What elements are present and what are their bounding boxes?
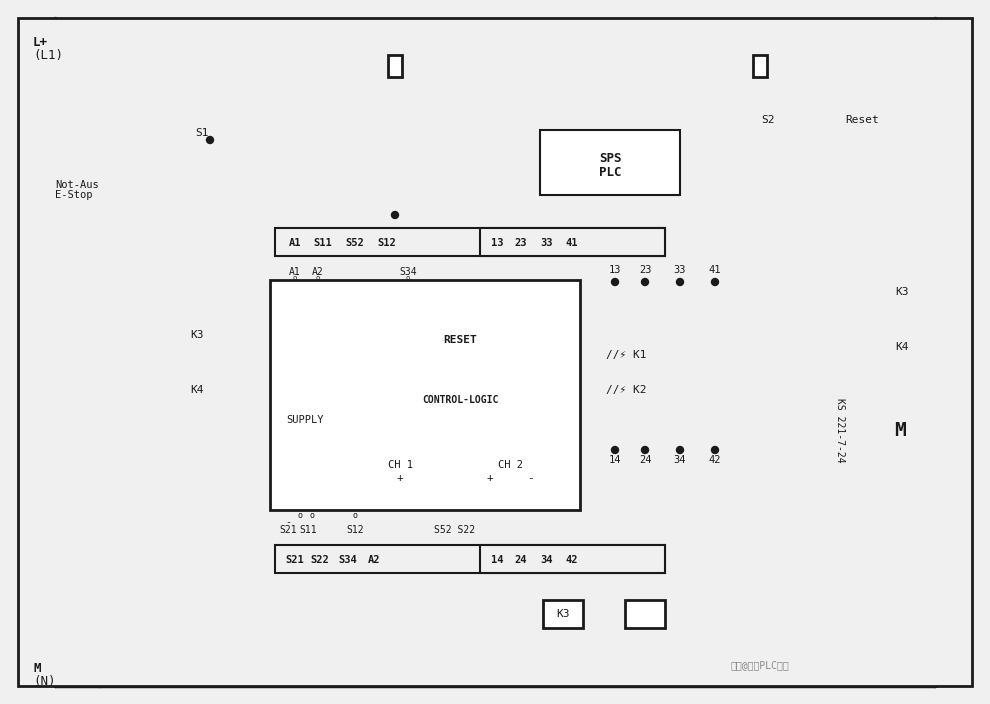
Circle shape [712,446,719,453]
Text: o: o [406,275,410,281]
Text: CH 2: CH 2 [498,460,523,470]
Text: //⚡ K1: //⚡ K1 [606,350,646,360]
Text: PLC: PLC [599,167,622,180]
Circle shape [612,446,619,453]
Text: 33: 33 [541,238,553,248]
Text: o: o [310,510,315,520]
Circle shape [712,279,719,286]
Text: 41: 41 [565,238,578,248]
Text: 23: 23 [515,238,528,248]
Text: M: M [894,420,906,439]
Text: K4: K4 [190,385,204,395]
Text: (N): (N) [33,676,55,689]
Circle shape [207,137,214,144]
Bar [388,55,402,77]
Text: o: o [316,275,320,281]
Text: 34: 34 [541,555,553,565]
Text: CONTROL-LOGIC: CONTROL-LOGIC [422,395,498,405]
Circle shape [642,446,648,453]
Text: S22: S22 [311,555,330,565]
Text: RESET: RESET [444,335,477,345]
Text: o: o [298,510,303,520]
Text: S21: S21 [286,555,304,565]
Text: A1: A1 [289,238,301,248]
Bar [540,130,680,195]
Text: S34: S34 [339,555,357,565]
Bar [625,600,665,628]
Text: S52: S52 [346,238,364,248]
Text: 24: 24 [639,455,651,465]
Text: 13: 13 [609,265,622,275]
Text: 34: 34 [674,455,686,465]
Circle shape [642,279,648,286]
Text: A1: A1 [289,267,301,277]
Text: S34: S34 [399,267,417,277]
Text: L+: L+ [33,35,48,49]
Text: Not-Aus: Not-Aus [55,180,99,190]
Text: K3: K3 [556,609,570,619]
Text: -: - [285,517,291,527]
Text: E-Stop: E-Stop [55,190,92,200]
Text: 头条@技成PLC课堂: 头条@技成PLC课堂 [731,660,789,670]
Text: S2: S2 [761,115,775,125]
Bar [270,280,580,510]
Text: o: o [352,510,357,520]
Text: +: + [397,473,403,483]
Text: S21: S21 [279,525,297,535]
Text: S52 S22: S52 S22 [435,525,475,535]
Text: 13: 13 [491,238,503,248]
Text: SPS: SPS [599,151,622,165]
Bar [543,600,583,628]
Text: //⚡ K2: //⚡ K2 [606,385,646,395]
Text: +: + [487,473,493,483]
Text: M: M [33,662,41,674]
Text: -: - [527,473,534,483]
Text: CH 1: CH 1 [387,460,413,470]
Text: S11: S11 [314,238,333,248]
Text: S11: S11 [299,525,317,535]
Text: 14: 14 [491,555,503,565]
Text: 24: 24 [515,555,528,565]
Text: 33: 33 [674,265,686,275]
Text: 42: 42 [709,455,722,465]
Circle shape [676,279,683,286]
Circle shape [391,211,399,218]
Text: KS 221-7-24: KS 221-7-24 [835,398,845,463]
Circle shape [676,446,683,453]
Text: Reset: Reset [845,115,879,125]
Text: S1: S1 [195,128,209,138]
Text: S12: S12 [346,525,363,535]
Text: A2: A2 [312,267,324,277]
Text: 23: 23 [639,265,651,275]
Bar [275,545,665,573]
Text: S12: S12 [377,238,396,248]
Text: 14: 14 [609,455,622,465]
Text: 41: 41 [709,265,722,275]
Text: K4: K4 [895,342,909,352]
Bar [480,545,665,573]
Text: K3: K3 [895,287,909,297]
Bar [753,55,767,77]
Text: SUPPLY: SUPPLY [286,415,324,425]
Bar [480,228,665,256]
Text: (L1): (L1) [33,49,63,61]
Text: A2: A2 [367,555,380,565]
Circle shape [612,279,619,286]
Text: o: o [293,275,297,281]
Text: 42: 42 [565,555,578,565]
Text: K3: K3 [190,330,204,340]
Bar [275,228,665,256]
